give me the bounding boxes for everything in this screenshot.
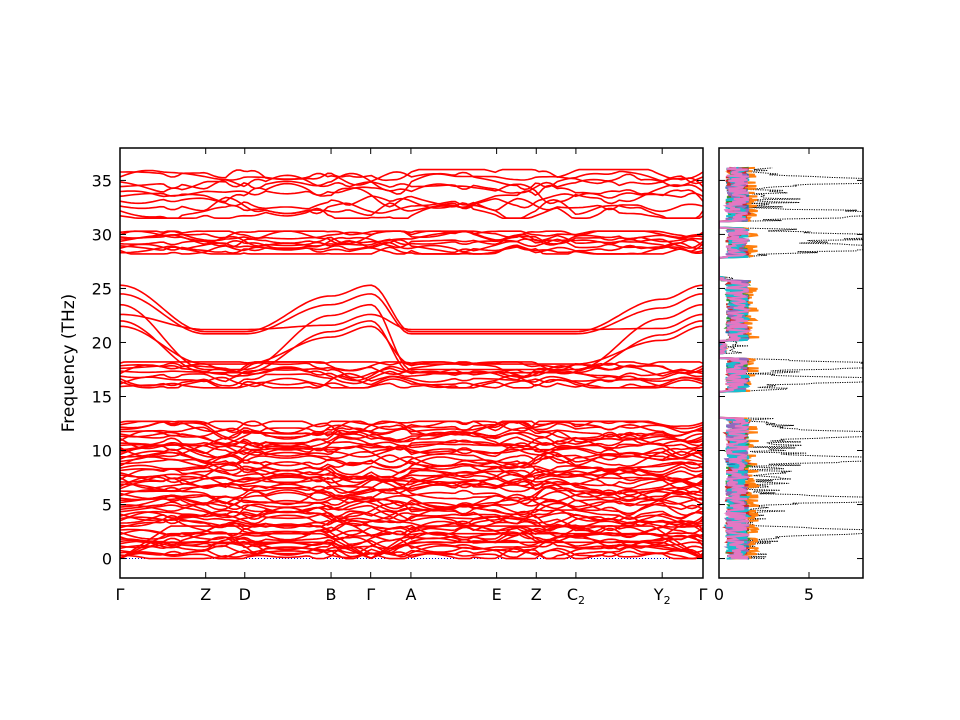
phonon-band: [119, 241, 704, 255]
high-symmetry-label: E: [492, 585, 502, 604]
band-frame: [119, 147, 704, 579]
high-symmetry-label: Y2: [653, 585, 671, 607]
phonon-band: [119, 506, 704, 527]
dispersive-band: [119, 320, 704, 374]
high-symmetry-label: C2: [567, 585, 585, 607]
phonon-band: [119, 495, 704, 518]
y-tick-label: 25: [92, 279, 112, 298]
total-dos-curve: [719, 167, 863, 560]
phonon-band: [119, 455, 704, 477]
phonon-band: [119, 361, 704, 374]
phonon-band: [119, 493, 704, 517]
phonon-band: [119, 202, 704, 219]
dos-x-tick-label: 5: [804, 585, 814, 604]
dispersive-band: [119, 284, 704, 333]
y-tick-label: 15: [92, 387, 112, 406]
phonon-band: [120, 530, 704, 549]
phonon-band: [119, 470, 704, 490]
phonon-band: [119, 461, 704, 480]
band-axes: 0 5 10 15 20 25 30 35 Γ Z D B Γ A E Z C2 Y2 Γ: [92, 147, 708, 607]
partial-dos-curve: [719, 166, 753, 560]
phonon-band: [120, 490, 704, 511]
phonon-band: [119, 230, 704, 245]
high-symmetry-label: D: [239, 585, 251, 604]
phonon-band: [119, 420, 704, 437]
phonon-band: [119, 488, 704, 509]
phonon-band: [119, 514, 704, 531]
phonon-band: [119, 183, 704, 205]
phonon-band: [119, 367, 704, 385]
y-tick-label: 5: [102, 496, 112, 515]
phonon-band: [119, 546, 704, 560]
high-symmetry-label: Z: [531, 585, 542, 604]
phonon-band: [119, 532, 704, 550]
y-tick-label: 10: [92, 442, 112, 461]
phonon-band: [119, 476, 704, 496]
phonon-band: [119, 230, 704, 248]
phonon-band: [119, 173, 704, 194]
phonon-band: [119, 546, 704, 560]
dispersive-band: [119, 325, 704, 365]
dos-curve-group: [719, 166, 863, 560]
phonon-band: [119, 427, 704, 445]
phonon-band: [119, 198, 704, 219]
dos-curves: [719, 166, 863, 560]
phonon-band: [119, 519, 704, 539]
dos-x-tick-label: 0: [714, 585, 724, 604]
dispersive-band: [120, 313, 704, 331]
dispersive-band: [119, 303, 704, 371]
y-axis-label: Frequency (THz): [59, 294, 79, 433]
y-tick-label: 35: [92, 171, 112, 190]
phonon-band: [119, 375, 704, 389]
phonon-band: [119, 189, 704, 210]
high-symmetry-label: B: [326, 585, 337, 604]
phonon-band: [120, 447, 704, 468]
phonon-band: [119, 495, 704, 514]
y-tick-label: 20: [92, 333, 112, 352]
phonon-band: [119, 182, 704, 209]
phonon-band: [119, 170, 704, 195]
phonon-band: [119, 436, 704, 454]
phonon-band: [119, 367, 704, 379]
phonon-band: [119, 468, 704, 489]
high-symmetry-label: Z: [200, 585, 211, 604]
high-symmetry-label: Γ: [366, 585, 375, 604]
phonon-band: [119, 501, 704, 521]
phonon-band: [119, 238, 704, 252]
phonon-band: [119, 420, 704, 435]
y-tick-label: 0: [102, 550, 112, 569]
phonon-band: [119, 536, 704, 554]
band-structure-panel: 0 5 10 15 20 25 30 35 Γ Z D B Γ A E Z C2 Y2 Γ Frequency (T…: [59, 147, 708, 607]
band-lines: [119, 168, 704, 560]
phonon-band: [119, 485, 704, 506]
phonon-band: [119, 454, 704, 474]
high-symmetry-label: Γ: [699, 585, 708, 604]
high-symmetry-label: A: [405, 585, 416, 604]
phonon-band: [119, 244, 704, 255]
phonon-band: [119, 518, 704, 537]
phonon-band: [119, 472, 703, 495]
dos-frame: [718, 147, 864, 579]
phonon-band: [119, 372, 704, 387]
phonon-band: [119, 445, 704, 464]
y-tick-label: 30: [92, 225, 112, 244]
phonon-band: [119, 450, 704, 469]
phonon-band: [119, 169, 704, 188]
phonon-band: [119, 439, 704, 458]
phonon-band: [119, 469, 704, 484]
high-symmetry-label: Γ: [116, 585, 125, 604]
phonon-band: [119, 374, 704, 389]
phonon-band: [120, 168, 704, 182]
phonon-band: [119, 361, 704, 372]
dispersive-band: [119, 293, 704, 335]
phonon-band: [119, 421, 704, 440]
phonon-band: [119, 420, 704, 435]
phonon-band: [119, 437, 704, 459]
phonon-band: [119, 230, 704, 239]
